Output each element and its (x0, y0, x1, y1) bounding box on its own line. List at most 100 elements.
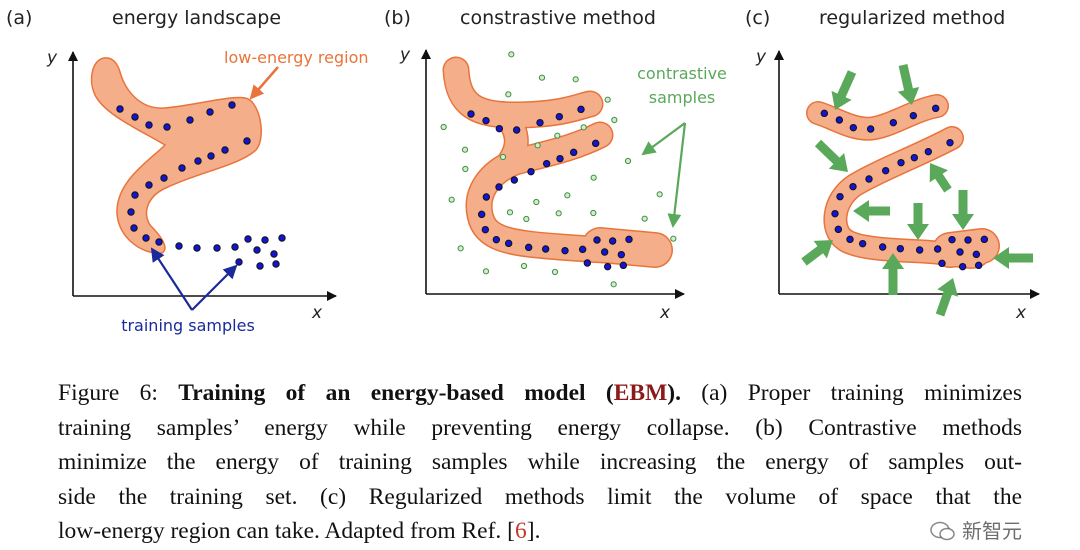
training-sample-dot (492, 235, 501, 244)
green-arrow-icon (907, 203, 929, 240)
training-sample-dot (495, 183, 503, 191)
green-arrow-icon (897, 64, 920, 105)
training-sample-dot (972, 250, 981, 259)
training-sample-dot (556, 154, 564, 163)
training-sample-dot (946, 138, 954, 147)
training-sample-dot (542, 159, 551, 168)
green-arrow-icon (853, 200, 890, 222)
contrastive-sample-dot (462, 165, 469, 173)
training-sample-dot (477, 210, 486, 219)
training-sample-dot (207, 152, 215, 160)
training-sample-dot (561, 246, 569, 255)
contrastive-sample-dot (508, 51, 515, 58)
panel-tag: (b) (384, 7, 411, 29)
training-sample-dot (931, 104, 940, 113)
training-sample-dot (163, 123, 171, 131)
contrastive-sample-dot (580, 124, 587, 131)
training-sample-dot (909, 111, 918, 120)
caption-title: Training of an energy-based model ( (178, 380, 614, 406)
training-sample-dot (527, 167, 535, 176)
contrastive-sample-dot (523, 215, 530, 223)
training-sample-dot (206, 108, 214, 116)
contrastive-arrow (667, 122, 687, 228)
contrastive-sample-dot (538, 74, 546, 81)
training-sample-dot (536, 118, 544, 127)
contrastive-sample-dot (520, 262, 528, 270)
training-sample-dot (866, 125, 875, 133)
panel-tag: (a) (6, 7, 32, 29)
training-sample-dot (831, 209, 839, 218)
training-sample-dot (481, 225, 490, 234)
contrastive-sample-dot (482, 268, 490, 275)
watermark-text: 新智元 (962, 519, 1022, 543)
training-sample-dot (858, 239, 867, 248)
training-sample-dot (541, 245, 550, 253)
training-sample-dot (910, 153, 919, 162)
training-sample-dot (555, 112, 564, 121)
training-samples-label: training samples (121, 316, 255, 335)
training-sample-dot (524, 243, 533, 252)
training-sample-dot (578, 245, 587, 254)
contrastive-label-line2: samples (649, 88, 716, 107)
contrastive-sample-dot (448, 196, 455, 203)
training-sample-dot (467, 110, 475, 118)
training-sample-dot (958, 262, 967, 271)
caption-abbr: EBM (613, 380, 668, 406)
contrastive-sample-dot (564, 192, 571, 199)
panel-c: (c) regularized method y x (745, 7, 1040, 323)
training-sample-dot (625, 235, 633, 244)
samples-arrow (150, 247, 193, 311)
training-sample-dot (261, 236, 269, 244)
contrastive-sample-dot (534, 142, 541, 149)
y-axis-label: y (46, 48, 58, 68)
training-sample-dot (270, 250, 278, 258)
training-sample-dot (569, 148, 578, 157)
training-sample-dot (836, 192, 844, 201)
training-sample-dot (145, 181, 153, 189)
training-sample-dot (482, 193, 491, 201)
training-sample-dot (849, 182, 857, 191)
training-sample-dot (617, 250, 626, 259)
training-sample-dot (820, 109, 829, 118)
green-arrow-icon (952, 190, 974, 230)
training-sample-dot (186, 116, 194, 124)
contrastive-sample-dot (505, 91, 512, 98)
caption-line: side the training set. (c) Regularized m… (58, 483, 1022, 510)
training-samples (467, 105, 633, 271)
training-sample-dot (213, 244, 221, 252)
low-energy-region-label: low-energy region (224, 48, 369, 67)
training-sample-dot (896, 244, 905, 253)
contrastive-sample-dot (590, 209, 597, 217)
training-sample-dot (619, 261, 628, 270)
training-sample-dot (881, 166, 890, 175)
samples-arrow (191, 264, 238, 311)
green-arrow-icon (929, 163, 952, 193)
training-sample-dot (145, 121, 153, 129)
panel-title: regularized method (819, 7, 1005, 29)
caption-line: minimize the energy of training samples … (58, 449, 1022, 475)
contrastive-sample-dot (624, 157, 632, 165)
caption-title-close: ). (667, 380, 681, 406)
training-sample-dot (835, 116, 844, 124)
contrastive-label-line1: contrastive (637, 64, 727, 83)
training-sample-dot (956, 248, 964, 256)
contrastive-sample-dot (440, 123, 447, 131)
green-arrow-icon (935, 278, 959, 317)
reference-link[interactable]: 6 (515, 518, 527, 544)
training-sample-dot (194, 157, 202, 165)
training-sample-dot (244, 235, 252, 243)
training-sample-dot (235, 258, 243, 266)
green-arrow-icon (993, 247, 1033, 269)
contrastive-sample-dot (590, 174, 597, 181)
caption-prefix: Figure 6: (58, 380, 179, 406)
training-sample-dot (593, 236, 601, 244)
training-sample-dot (482, 116, 490, 125)
caption-text: (a) Proper training minimizes (680, 380, 1022, 406)
contrastive-arrow (641, 122, 686, 156)
contrastive-sample-dot (572, 76, 579, 83)
training-sample-dot (253, 246, 261, 254)
training-sample-dot (948, 235, 956, 244)
training-sample-dot (278, 234, 286, 242)
training-sample-dot (915, 246, 924, 254)
green-arrow-icon (831, 70, 857, 110)
